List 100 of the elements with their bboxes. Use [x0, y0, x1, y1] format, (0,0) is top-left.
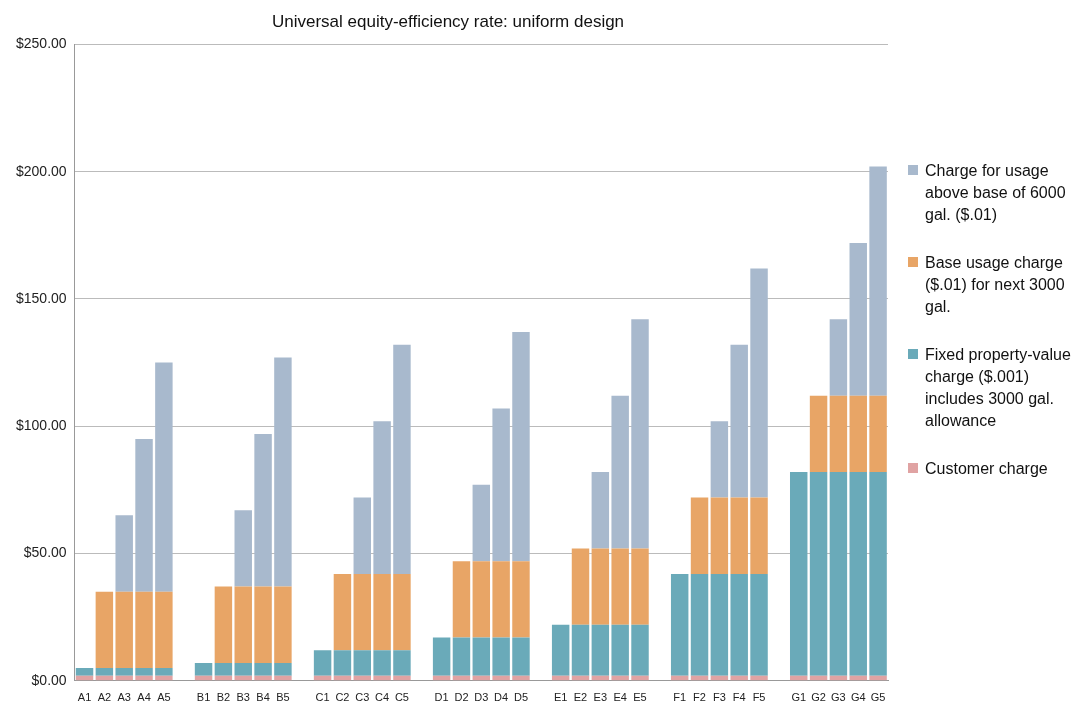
bar [631, 548, 649, 625]
bar [373, 675, 391, 681]
bar [849, 472, 867, 676]
bar [730, 675, 748, 681]
y-tick-label: $250.00 [16, 35, 67, 52]
y-tick-label: $0.00 [31, 671, 67, 688]
x-tick-label: B2 [216, 691, 231, 704]
x-tick-label: C4 [375, 691, 390, 704]
bar [115, 515, 133, 592]
x-tick-label: D5 [513, 691, 529, 704]
bar [690, 497, 709, 574]
bar [512, 637, 530, 676]
bar [214, 586, 233, 663]
bar [234, 662, 252, 676]
y-tick-label: $100.00 [16, 417, 67, 434]
bar [472, 561, 491, 638]
bar [452, 561, 471, 638]
bar [274, 675, 292, 681]
bar [750, 497, 768, 574]
bar [869, 166, 887, 396]
x-tick-label: G2 [811, 691, 826, 704]
x-tick-label: D4 [494, 691, 509, 704]
bar [631, 624, 649, 676]
bar [115, 675, 133, 681]
bar [710, 421, 729, 498]
bar [234, 510, 252, 587]
bar [155, 675, 173, 681]
legend-label: Customer charge [925, 459, 1048, 479]
chart-title: Universal equity-efficiency rate: uniform design [271, 11, 625, 31]
x-tick-label: C1 [315, 691, 330, 704]
bar [254, 586, 272, 663]
bar [194, 662, 213, 676]
bar [829, 472, 848, 676]
bar [254, 433, 272, 587]
bar [274, 662, 292, 676]
bar [869, 675, 887, 681]
bar [512, 675, 530, 681]
legend-label: Base usage charge ($.01) for next 3000 gal. [925, 253, 1066, 317]
bar [591, 472, 610, 549]
bar [95, 591, 114, 669]
bar [829, 319, 848, 396]
bar [452, 637, 471, 676]
bar [472, 484, 491, 562]
x-tick-label: D3 [474, 691, 489, 704]
x-tick-label: A3 [117, 691, 131, 704]
bar [829, 395, 848, 473]
bar [234, 586, 252, 663]
bar [492, 675, 510, 681]
x-tick-label: A2 [97, 691, 112, 704]
x-tick-label: F4 [732, 691, 746, 704]
x-tick-label: E2 [573, 691, 588, 704]
x-tick-label: E4 [613, 691, 627, 704]
bar [313, 650, 332, 676]
bar [373, 573, 391, 651]
bar [155, 591, 173, 669]
bar [591, 548, 610, 625]
x-tick-label: B5 [276, 691, 290, 704]
bar [670, 573, 689, 676]
bar [869, 395, 887, 473]
bar [492, 408, 510, 562]
x-tick-label: A5 [157, 691, 171, 704]
bar [274, 586, 292, 663]
bar [393, 650, 411, 676]
bar [571, 548, 590, 625]
x-tick-label: B3 [236, 691, 250, 704]
bar [353, 650, 371, 676]
bar [611, 395, 629, 549]
bar [373, 650, 391, 676]
bar [135, 668, 153, 676]
bar [135, 591, 153, 669]
bar [710, 497, 729, 574]
x-tick-label: G5 [870, 691, 886, 704]
legend-label: Charge for usage above base of 6000 gal. ($.01) [925, 161, 1067, 225]
bar [492, 637, 510, 676]
bar [750, 268, 768, 498]
x-tick-label: E1 [553, 691, 568, 704]
x-tick-label: B1 [196, 691, 211, 704]
bar [274, 357, 292, 587]
bar [214, 662, 233, 676]
bar [135, 675, 153, 681]
y-tick-label: $200.00 [16, 162, 67, 179]
x-tick-label: D1 [434, 691, 449, 704]
bar [710, 573, 729, 676]
bar [730, 573, 748, 676]
bar [611, 675, 629, 681]
bar [333, 650, 352, 676]
legend-label: Fixed property-value charge ($.001) includes 3000 gal. allowance [925, 345, 1072, 431]
x-tick-label: C3 [355, 691, 370, 704]
bar [353, 573, 371, 651]
bar [512, 332, 530, 562]
bar [373, 421, 391, 574]
bar [631, 675, 649, 681]
bar [690, 573, 709, 676]
bar [492, 561, 510, 638]
x-tick-label: D2 [454, 691, 469, 704]
bar [393, 675, 411, 681]
bar [115, 591, 133, 669]
x-tick-label: F1 [673, 691, 687, 704]
bar [254, 662, 272, 676]
bar [472, 637, 491, 676]
